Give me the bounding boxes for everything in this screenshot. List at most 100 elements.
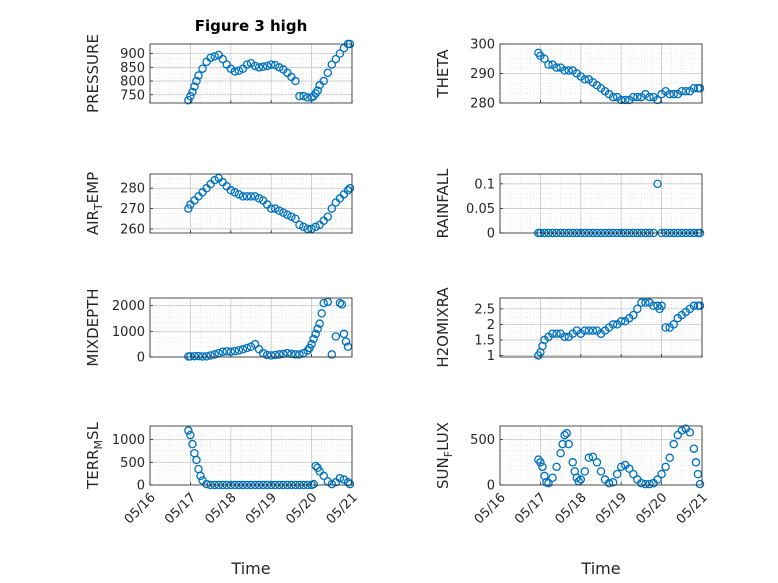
data-point — [202, 352, 211, 361]
axes-box — [499, 43, 703, 104]
data-point — [560, 430, 569, 440]
data-point — [556, 448, 565, 458]
y-tick-label: 800 — [120, 75, 145, 90]
x-axis-label: Time — [230, 559, 270, 578]
data-point — [653, 179, 662, 189]
panel-sun_flux: 0 500 SUNFLUX 05/16 05/17 05/18 05/19 05/20 05/2… — [434, 422, 711, 578]
data-point — [254, 194, 264, 203]
data-point — [335, 298, 345, 308]
data-point — [616, 95, 626, 105]
data-point — [343, 186, 353, 195]
data-point — [695, 479, 705, 489]
data-point — [303, 346, 312, 355]
x-tick-label: 05/16 — [122, 490, 159, 527]
x-tick-label: 05/18 — [203, 490, 240, 527]
data-point — [270, 204, 280, 213]
data-point — [552, 63, 561, 72]
data-point — [210, 350, 219, 359]
data-point — [262, 61, 272, 71]
y-axis-label: PRESSURE — [84, 34, 102, 113]
data-point — [689, 84, 699, 93]
data-point — [184, 204, 193, 213]
data-point — [250, 339, 260, 349]
data-point — [303, 93, 312, 102]
data-point — [287, 349, 296, 359]
data-point — [560, 332, 569, 342]
x-axis-label: Time — [580, 559, 620, 578]
y-tick-label: 900 — [120, 47, 145, 62]
data-point — [548, 473, 557, 482]
data-point — [194, 71, 203, 80]
data-point — [544, 478, 553, 488]
data-point — [307, 224, 316, 234]
data-point — [202, 479, 211, 489]
data-point — [275, 63, 284, 72]
data-point — [538, 462, 547, 472]
data-point — [689, 301, 699, 311]
data-point — [339, 329, 349, 339]
data-point — [319, 76, 328, 86]
data-point — [184, 426, 193, 435]
data-point — [234, 346, 244, 355]
data-point — [299, 91, 308, 101]
data-point — [580, 467, 590, 476]
data-point — [270, 60, 280, 70]
y-tick-label: 280 — [470, 97, 495, 112]
data-point — [331, 332, 341, 341]
data-point — [657, 469, 666, 479]
y-tick-label: 500 — [120, 456, 145, 471]
data-point — [616, 462, 626, 472]
data-point — [637, 478, 646, 488]
data-point — [196, 471, 205, 481]
x-tick-label: 05/17 — [512, 490, 549, 527]
data-point — [536, 458, 545, 467]
data-point — [266, 204, 276, 213]
y-tick-label: 0 — [137, 479, 145, 494]
data-point — [558, 439, 567, 449]
x-tick-label: 05/16 — [472, 490, 509, 527]
data-point — [693, 469, 703, 479]
data-point — [309, 334, 318, 344]
data-point — [234, 66, 244, 75]
data-point — [657, 301, 666, 311]
data-point — [343, 342, 353, 351]
data-point — [331, 54, 341, 64]
data-point — [303, 224, 312, 234]
data-point — [238, 192, 248, 201]
data-point — [230, 67, 240, 76]
axes-box — [149, 173, 353, 234]
data-point — [608, 478, 618, 487]
y-tick-label: 2000 — [112, 299, 145, 314]
data-point — [206, 351, 215, 360]
data-point — [681, 86, 691, 96]
data-point — [343, 478, 353, 487]
panel-h2omixra: 11.522.5 H2OMIXRA — [434, 287, 705, 368]
data-point — [653, 95, 662, 105]
data-point — [242, 192, 252, 201]
panel-theta: 280 290 300 THETA — [434, 38, 705, 112]
data-point — [234, 190, 244, 199]
data-point — [291, 350, 300, 359]
data-point — [608, 92, 618, 102]
data-point — [645, 479, 654, 489]
data-point — [564, 66, 573, 75]
data-point — [641, 479, 650, 489]
data-point — [190, 82, 199, 91]
data-point — [323, 212, 333, 221]
axes-box — [499, 425, 703, 486]
data-point — [633, 304, 642, 314]
data-point — [186, 352, 195, 361]
data-point — [226, 186, 236, 195]
data-point — [262, 350, 272, 360]
data-point — [250, 192, 260, 201]
data-point — [677, 86, 687, 96]
data-point — [612, 469, 622, 479]
data-point — [540, 54, 549, 64]
data-point — [580, 326, 590, 335]
data-point — [677, 426, 687, 435]
data-point — [190, 351, 199, 361]
y-tick-label: 280 — [120, 182, 145, 197]
data-point — [335, 49, 345, 58]
y-tick-label: 0 — [487, 227, 495, 242]
